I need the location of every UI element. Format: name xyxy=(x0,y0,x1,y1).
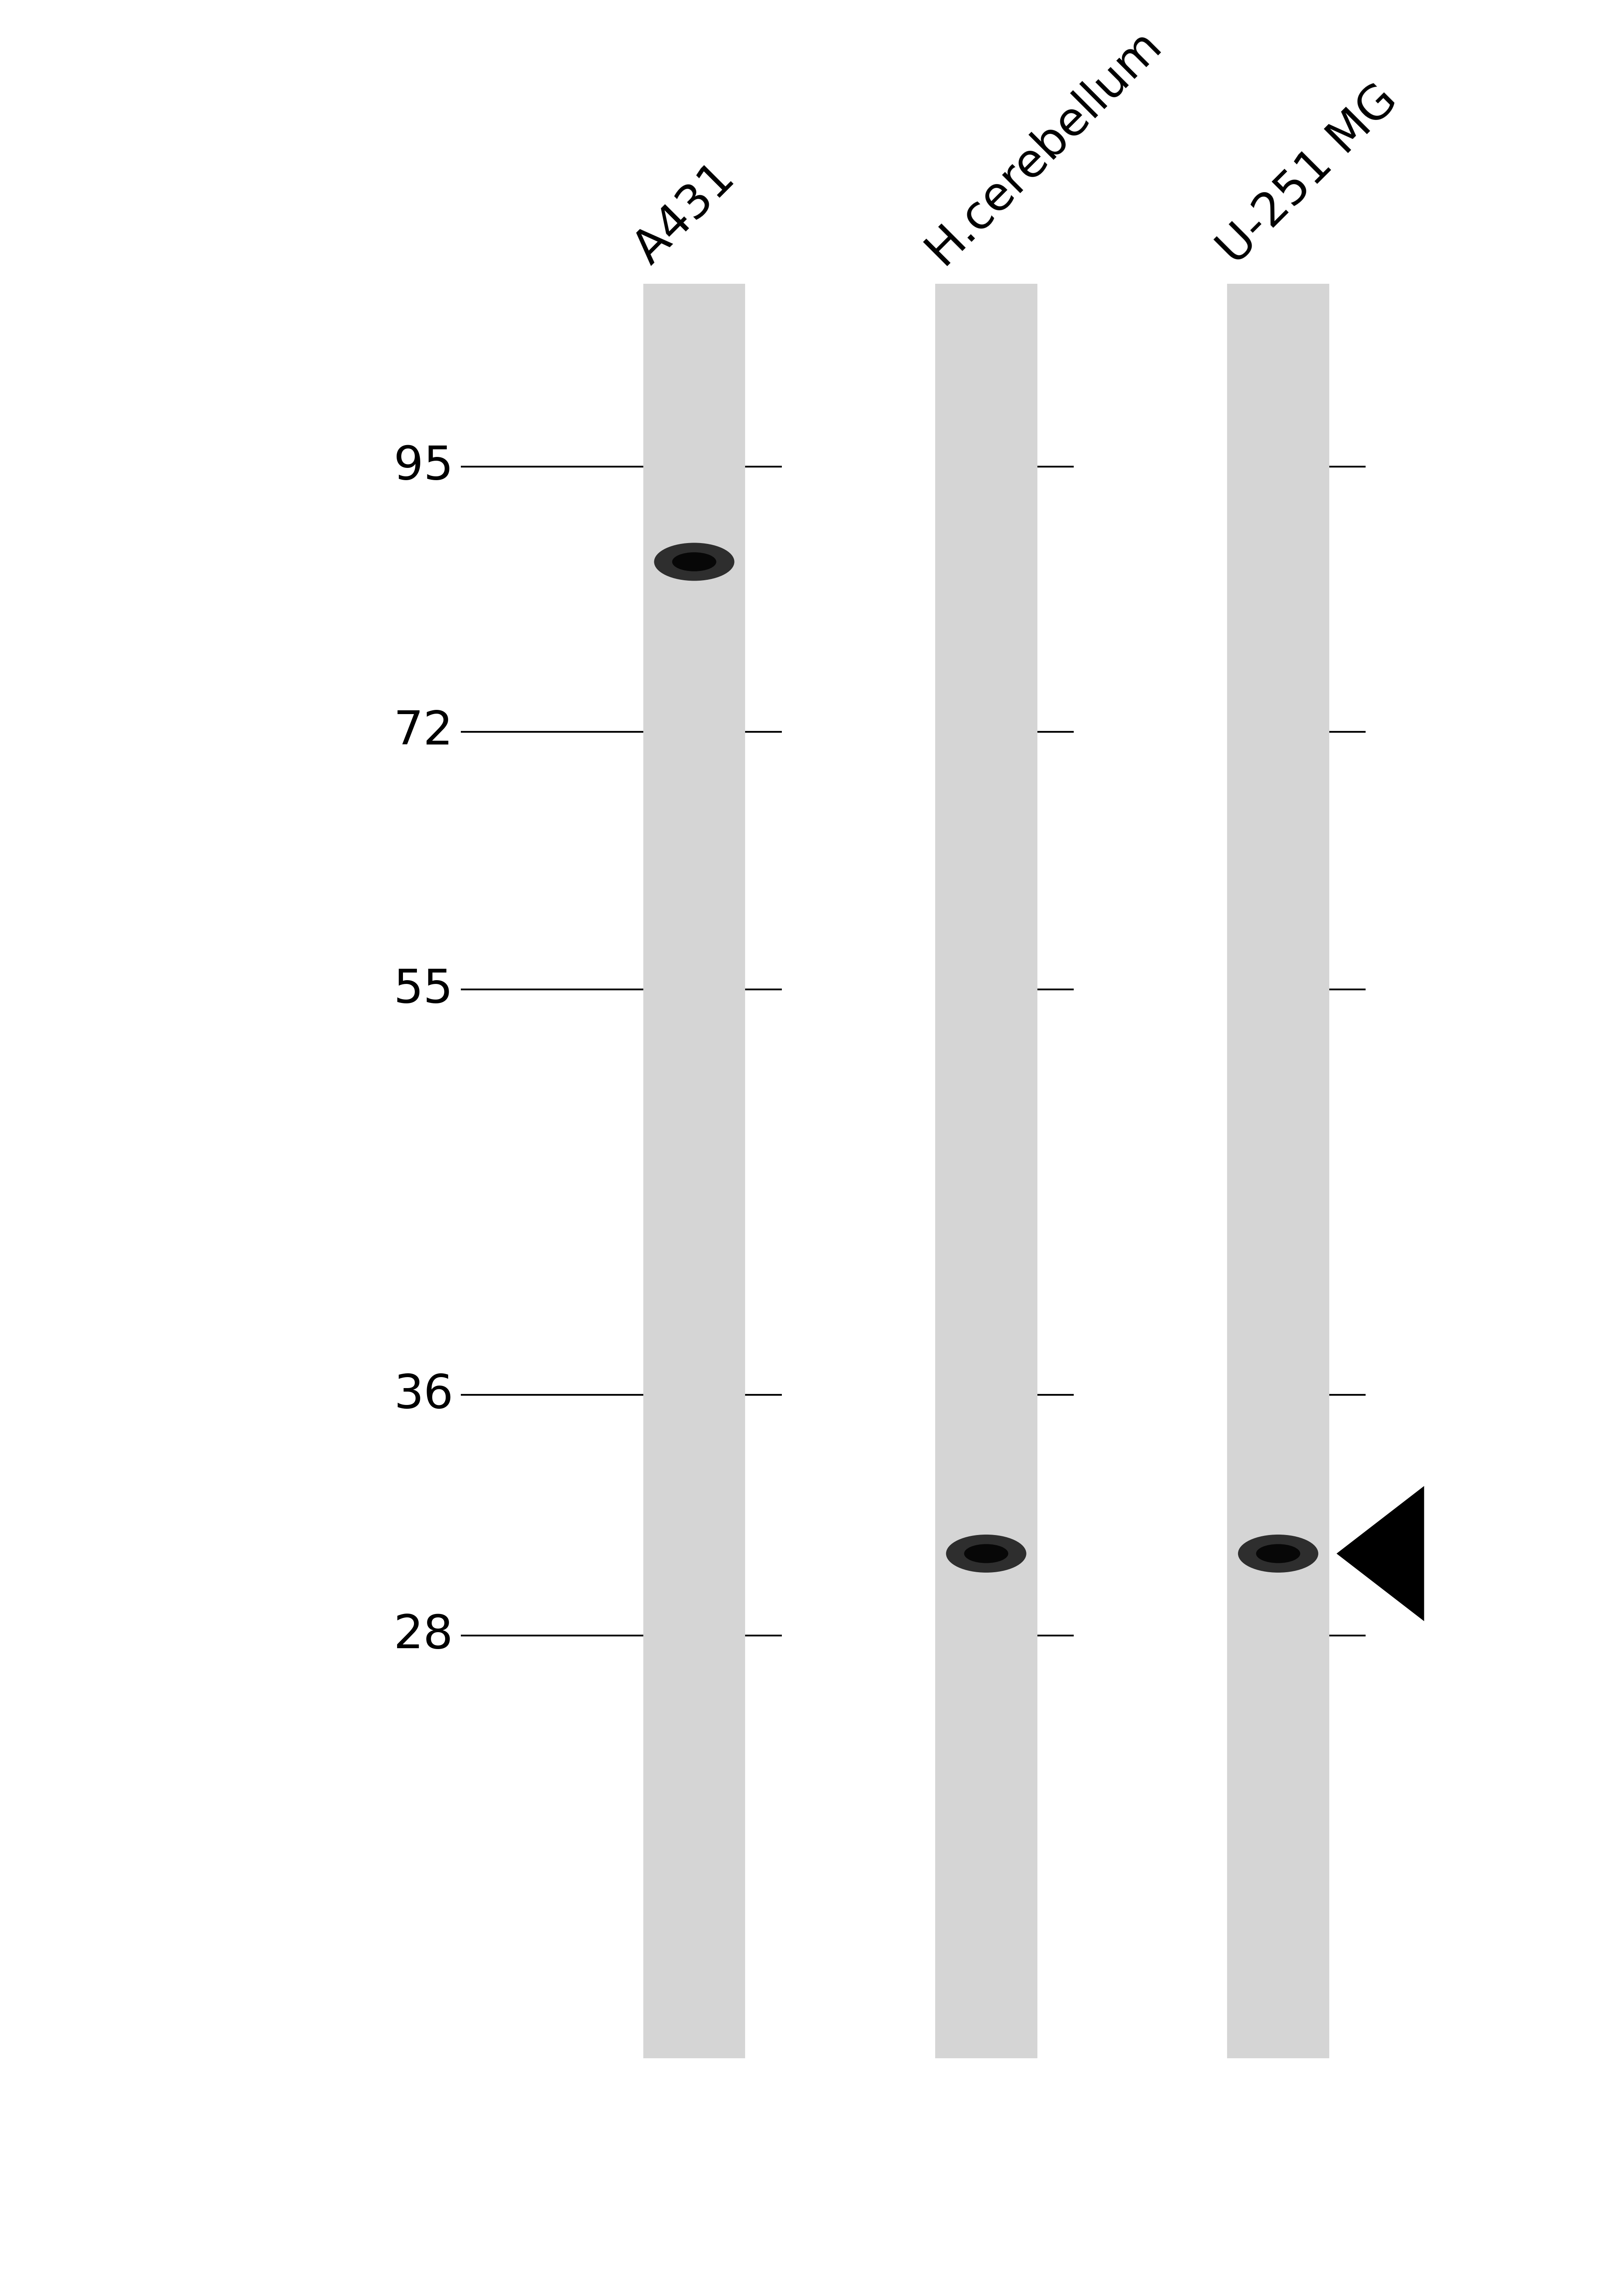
Text: 95: 95 xyxy=(394,443,453,489)
Text: A431: A431 xyxy=(626,156,744,273)
Text: 28: 28 xyxy=(394,1612,453,1658)
Text: 36: 36 xyxy=(394,1373,453,1417)
Text: 72: 72 xyxy=(394,709,453,755)
Ellipse shape xyxy=(963,1545,1009,1564)
Text: H.cerebellum: H.cerebellum xyxy=(918,21,1169,273)
Bar xyxy=(1226,285,1328,2057)
Ellipse shape xyxy=(1255,1545,1301,1564)
Ellipse shape xyxy=(946,1534,1027,1573)
Text: 55: 55 xyxy=(394,967,453,1013)
Ellipse shape xyxy=(654,542,735,581)
Bar xyxy=(642,285,746,2057)
Text: U-251 MG: U-251 MG xyxy=(1210,76,1406,273)
Bar xyxy=(934,285,1038,2057)
Ellipse shape xyxy=(672,553,717,572)
Ellipse shape xyxy=(1238,1534,1319,1573)
Polygon shape xyxy=(1337,1486,1424,1621)
